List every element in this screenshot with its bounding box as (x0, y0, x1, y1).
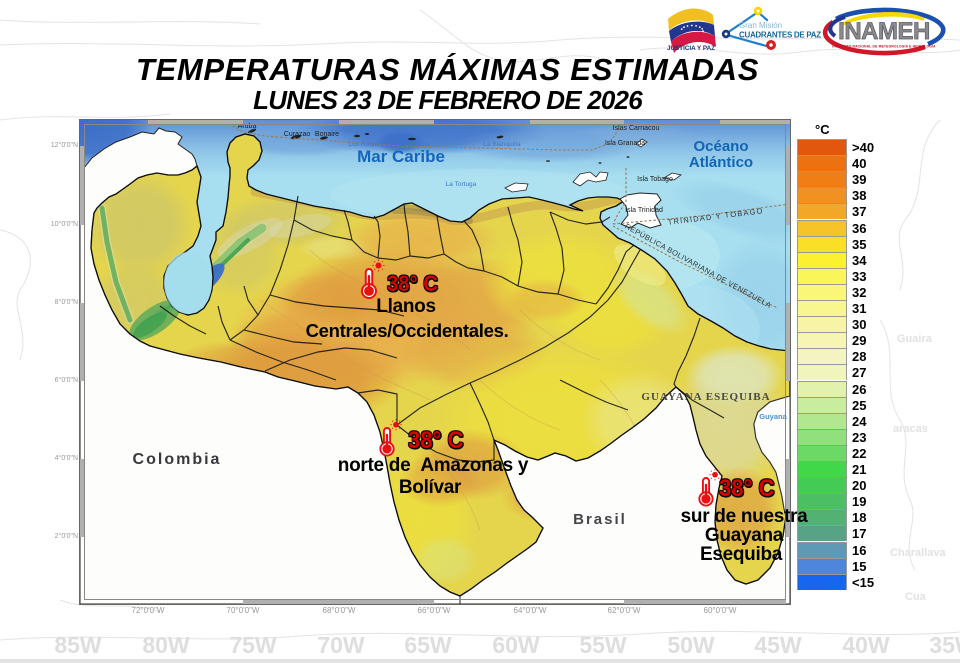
svg-text:Los Roques: Los Roques (349, 141, 384, 148)
svg-text:Charallava: Charallava (890, 547, 947, 559)
svg-text:La Tortuga: La Tortuga (446, 181, 477, 188)
svg-text:La Orchila: La Orchila (400, 141, 430, 148)
svg-text:50W: 50W (667, 632, 715, 658)
svg-text:Isla Granada: Isla Granada (605, 140, 645, 147)
svg-text:INAMEH: INAMEH (838, 18, 930, 45)
svg-text:Atlántico: Atlántico (689, 154, 753, 171)
svg-text:75W: 75W (229, 632, 277, 658)
svg-text:Gran Misión: Gran Misión (739, 21, 782, 30)
svg-text:GUAYANA ESEQUIBA: GUAYANA ESEQUIBA (641, 391, 770, 403)
svg-text:Isla Tobago: Isla Tobago (637, 176, 673, 183)
svg-text:La Blanquilla: La Blanquilla (483, 141, 521, 148)
svg-text:Aruba: Aruba (238, 123, 257, 130)
svg-text:35W: 35W (929, 632, 960, 658)
svg-text:40W: 40W (842, 632, 890, 658)
svg-text:60W: 60W (492, 632, 540, 658)
svg-text:65W: 65W (404, 632, 452, 658)
svg-text:Curazao: Curazao (284, 131, 311, 138)
svg-text:INSTITUTO NACIONAL DE METEOROL: INSTITUTO NACIONAL DE METEOROLOGÍA E HID… (832, 44, 936, 49)
svg-text:Océano: Océano (693, 138, 748, 155)
svg-text:Mar Caribe: Mar Caribe (357, 147, 445, 166)
svg-text:Brasil: Brasil (573, 511, 627, 528)
svg-text:45W: 45W (754, 632, 802, 658)
svg-text:Isla Trinidad: Isla Trinidad (625, 207, 663, 214)
svg-text:Guyana: Guyana (759, 412, 787, 421)
svg-text:70W: 70W (317, 632, 365, 658)
svg-text:Bonaire: Bonaire (315, 131, 339, 138)
svg-text:85W: 85W (54, 632, 102, 658)
svg-text:Colombia: Colombia (133, 451, 222, 468)
svg-text:JUSTICIA Y PAZ: JUSTICIA Y PAZ (667, 45, 715, 52)
svg-text:aracas: aracas (893, 423, 928, 435)
svg-text:Islas Carriacou: Islas Carriacou (613, 125, 660, 132)
svg-text:CUADRANTES DE PAZ: CUADRANTES DE PAZ (739, 31, 821, 40)
svg-text:Guaira: Guaira (897, 333, 933, 345)
svg-text:55W: 55W (579, 632, 627, 658)
svg-text:Cua: Cua (905, 591, 927, 603)
svg-text:80W: 80W (142, 632, 190, 658)
